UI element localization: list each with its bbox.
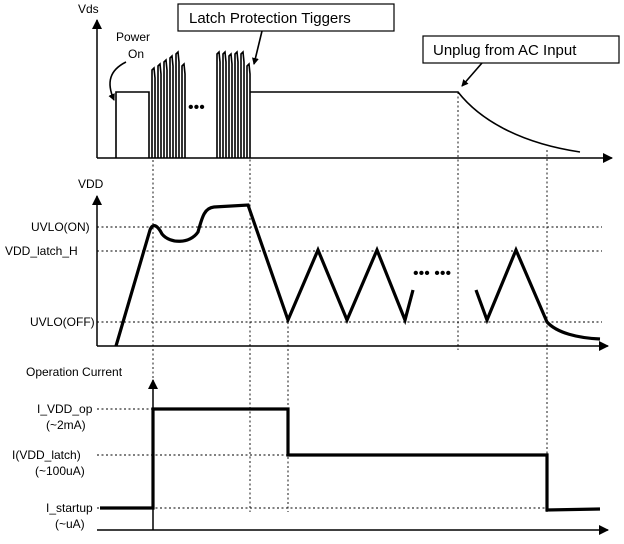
unplug-text: Unplug from AC Input bbox=[433, 42, 577, 59]
power-on-pointer bbox=[108, 61, 127, 101]
timing-guides bbox=[152, 92, 548, 512]
vdd-axis-label: VDD bbox=[78, 177, 104, 191]
panel-current: Operation Current I_VDD_op (~2mA) I(VDD_… bbox=[12, 365, 609, 535]
latch-protection-callout: Latch Protection Tiggers bbox=[177, 3, 395, 65]
vds-gap-dots: ••• bbox=[188, 99, 205, 116]
power-on-label-line2: On bbox=[128, 47, 144, 61]
i-vdd-op-label: I_VDD_op bbox=[37, 402, 93, 416]
vdd-waveform bbox=[114, 203, 415, 347]
vds-latched-level bbox=[250, 91, 581, 153]
unplug-callout: Unplug from AC Input bbox=[422, 35, 620, 87]
vds-pulse-burst-1 bbox=[151, 50, 186, 158]
i-vdd-op-value: (~2mA) bbox=[46, 418, 86, 432]
vdd-latch-h-label: VDD_latch_H bbox=[5, 244, 78, 258]
latch-callout-pointer bbox=[252, 30, 263, 65]
vds-pulse-burst-2 bbox=[216, 50, 251, 158]
unplug-callout-pointer bbox=[461, 62, 483, 87]
vds-startup-pulse bbox=[115, 91, 150, 158]
panel-vdd: VDD UVLO(ON) VDD_latch_H UVLO(OFF) ••• •… bbox=[5, 177, 609, 351]
i-vdd-latch-label: I(VDD_latch) bbox=[12, 448, 81, 462]
uvlo-on-label: UVLO(ON) bbox=[31, 220, 90, 234]
power-on-label-line1: Power bbox=[116, 30, 150, 44]
vds-axis-label: Vds bbox=[78, 2, 99, 16]
operation-current-waveform bbox=[100, 407, 601, 512]
vdd-waveform-resume bbox=[474, 245, 601, 341]
current-axis-label: Operation Current bbox=[26, 365, 123, 379]
i-vdd-latch-value: (~100uA) bbox=[35, 464, 85, 478]
latch-protection-text: Latch Protection Tiggers bbox=[189, 10, 351, 27]
i-startup-value: (~uA) bbox=[55, 517, 85, 531]
uvlo-off-label: UVLO(OFF) bbox=[30, 315, 95, 329]
vdd-gap-dots: ••• ••• bbox=[413, 265, 451, 282]
panel-vds: Vds Power On ••• Latch Protection Tigger… bbox=[78, 2, 620, 163]
i-startup-label: I_startup bbox=[46, 501, 93, 515]
